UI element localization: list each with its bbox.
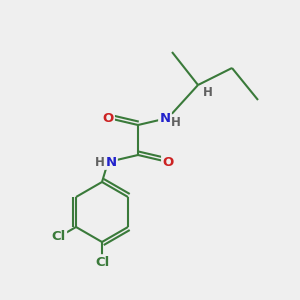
Text: O: O bbox=[102, 112, 114, 124]
Text: Cl: Cl bbox=[52, 230, 66, 244]
Text: N: N bbox=[105, 155, 117, 169]
Text: Cl: Cl bbox=[95, 256, 109, 268]
Text: O: O bbox=[162, 155, 174, 169]
Text: H: H bbox=[95, 155, 105, 169]
Text: N: N bbox=[159, 112, 171, 124]
Text: H: H bbox=[203, 86, 213, 100]
Text: H: H bbox=[171, 116, 181, 128]
